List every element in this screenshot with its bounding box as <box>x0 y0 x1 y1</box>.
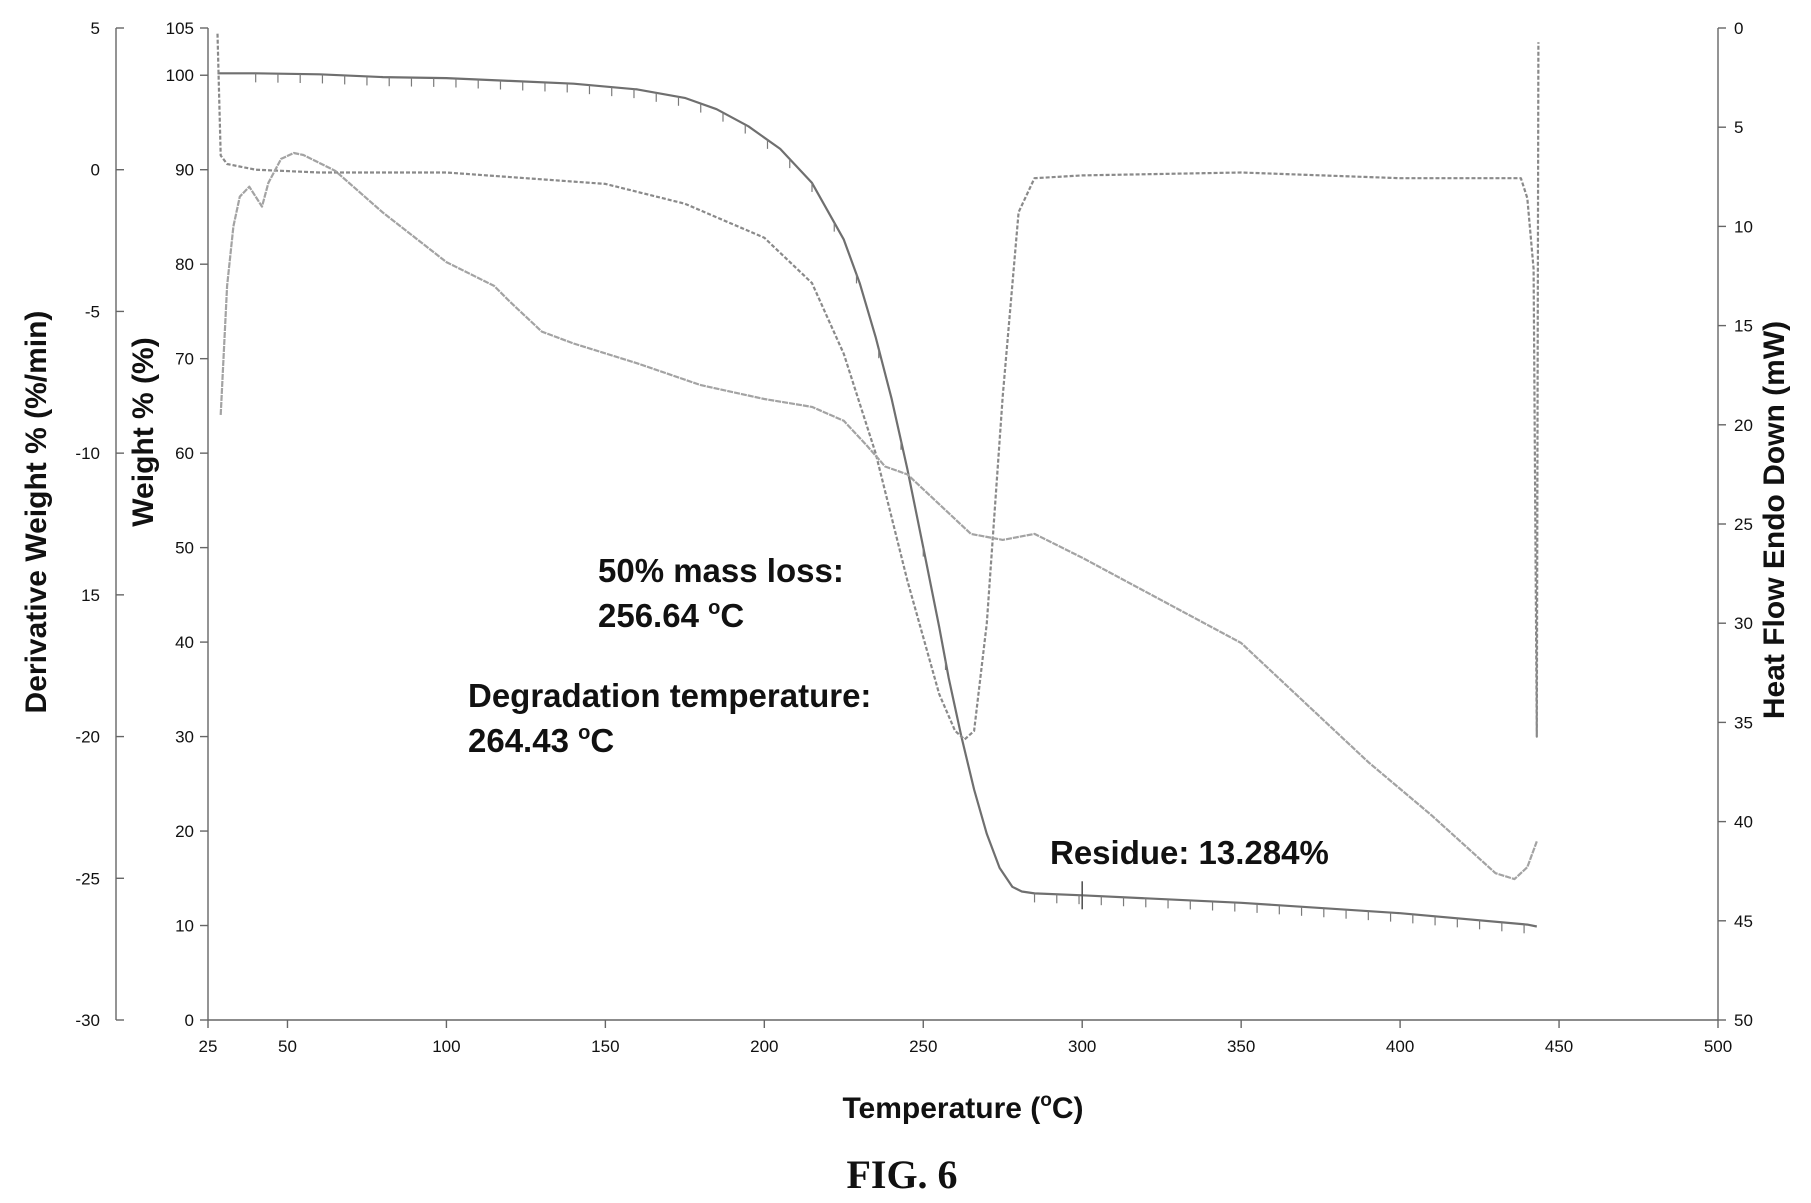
x-tick-label: 100 <box>432 1037 460 1056</box>
x-tick-label: 50 <box>278 1037 297 1056</box>
derivative-tick-label: -20 <box>75 728 100 747</box>
weight-tick-label: 105 <box>166 19 194 38</box>
figure-caption: FIG. 6 <box>846 1152 957 1197</box>
weight-axis-title: Weight % (%) <box>127 337 160 526</box>
annotation-degradation-temperature: Degradation temperature: 264.43 oC <box>468 677 871 759</box>
heatflow-tick-label: 30 <box>1734 614 1753 633</box>
weight-tick-label: 30 <box>175 728 194 747</box>
axes <box>115 28 1719 1021</box>
series-layer <box>216 33 1540 934</box>
annotation-50pct-mass-loss: 50% mass loss: 256.64 oC <box>598 552 844 634</box>
weight-tick-label: 0 <box>185 1011 194 1030</box>
derivative-tick-label: -25 <box>75 869 100 888</box>
weight-tick-label: 40 <box>175 633 194 652</box>
derivative-tick-label: -5 <box>85 302 100 321</box>
heatflow-tick-label: 5 <box>1734 118 1743 137</box>
derivative-weight-curve <box>216 33 1540 741</box>
weight-tick-label: 20 <box>175 822 194 841</box>
derivative-tick-label: 5 <box>91 19 100 38</box>
weight-curve <box>217 72 1538 928</box>
weight-tick-label: 50 <box>175 539 194 558</box>
weight-tick-label: 70 <box>175 350 194 369</box>
x-tick-label: 250 <box>909 1037 937 1056</box>
svg-text:264.43 oC: 264.43 oC <box>468 722 614 759</box>
derivative-tick-label: 0 <box>91 161 100 180</box>
svg-text:50% mass loss:: 50% mass loss: <box>598 552 844 589</box>
derivative-tick-label: -30 <box>75 1011 100 1030</box>
weight-tick-label: 100 <box>166 66 194 85</box>
weight-tick-label: 60 <box>175 444 194 463</box>
weight-tick-label: 80 <box>175 255 194 274</box>
derivative-tick-label: -10 <box>75 444 100 463</box>
x-tick-label: 25 <box>199 1037 218 1056</box>
heatflow-tick-label: 25 <box>1734 515 1753 534</box>
heatflow-tick-label: 35 <box>1734 713 1753 732</box>
heatflow-tick-label: 15 <box>1734 317 1753 336</box>
heatflow-tick-label: 10 <box>1734 217 1753 236</box>
weight-tick-label: 90 <box>175 161 194 180</box>
derivative-tick-label: 15 <box>81 586 100 605</box>
x-axis-title: Temperature (oC) <box>842 1090 1083 1125</box>
heatflow-tick-label: 0 <box>1734 19 1743 38</box>
x-tick-label: 150 <box>591 1037 619 1056</box>
x-tick-label: 450 <box>1545 1037 1573 1056</box>
heatflow-axis-title: Heat Flow Endo Down (mW) <box>1758 321 1791 719</box>
x-tick-label: 500 <box>1704 1037 1732 1056</box>
x-tick-label: 200 <box>750 1037 778 1056</box>
x-tick-label: 350 <box>1227 1037 1255 1056</box>
heatflow-tick-label: 45 <box>1734 912 1753 931</box>
heat-flow-curve <box>219 151 1538 881</box>
x-tick-label: 400 <box>1386 1037 1414 1056</box>
heatflow-tick-label: 50 <box>1734 1011 1753 1030</box>
derivative-axis-title: Derivative Weight % (%/min) <box>20 311 53 714</box>
tick-marks: 25 50 100 150 200 250 300 350 400 450 500010203040… <box>75 19 1753 1056</box>
heatflow-tick-label: 40 <box>1734 813 1753 832</box>
x-tick-label: 300 <box>1068 1037 1096 1056</box>
weight-tick-label: 10 <box>175 917 194 936</box>
heatflow-tick-label: 20 <box>1734 416 1753 435</box>
svg-text:256.64 oC: 256.64 oC <box>598 597 744 634</box>
svg-text:Degradation temperature:: Degradation temperature: <box>468 677 871 714</box>
annotation-residue: Residue: 13.284% <box>1050 834 1329 871</box>
